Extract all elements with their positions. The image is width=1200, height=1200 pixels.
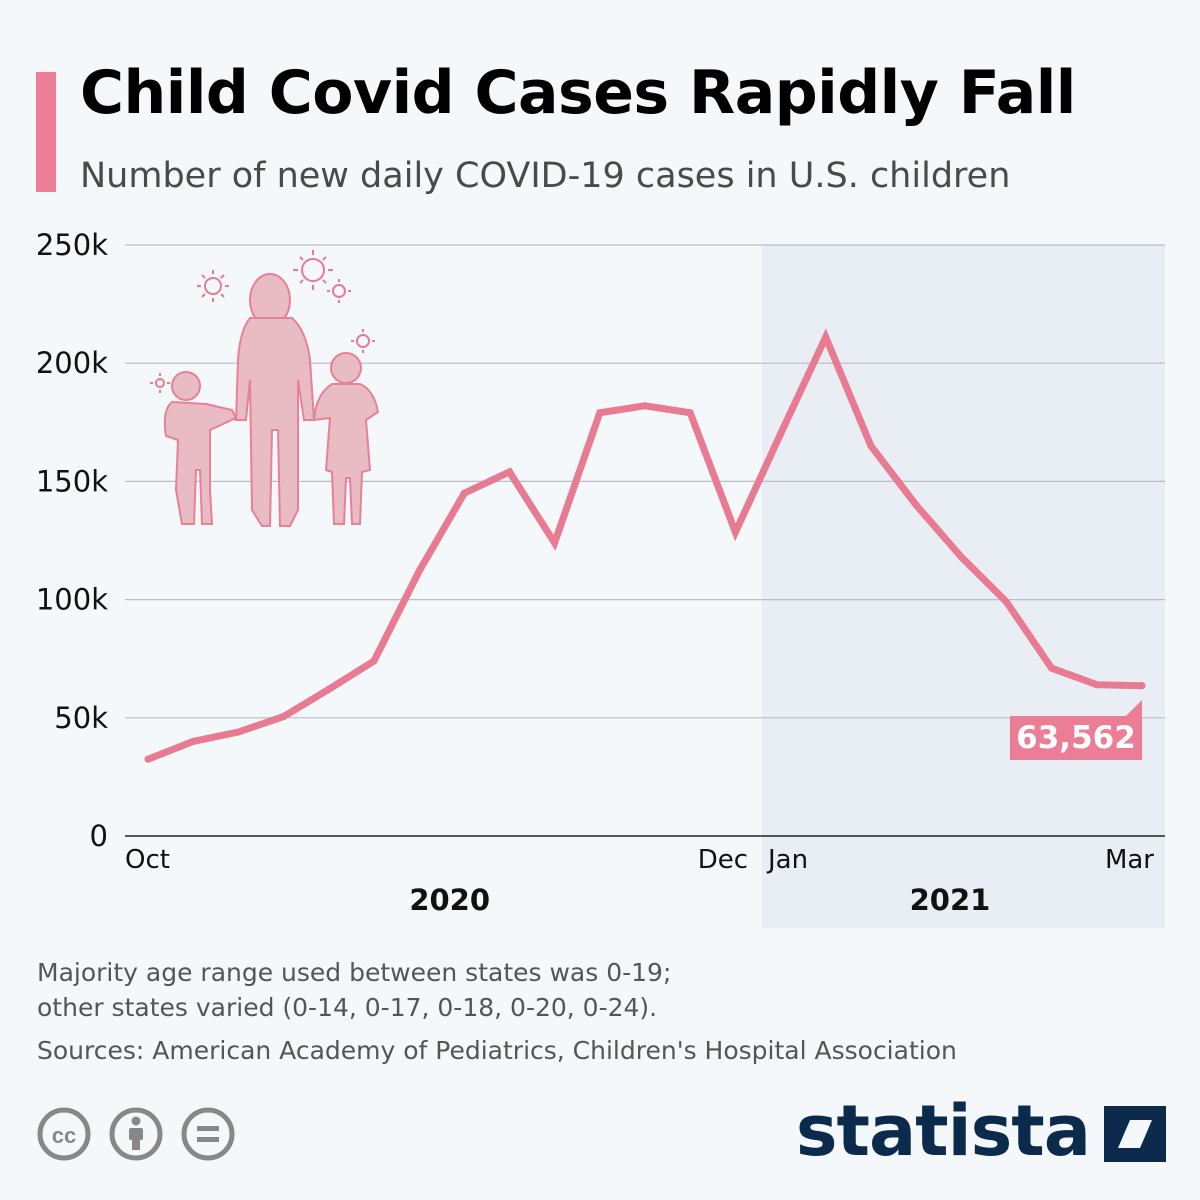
y-tick-label: 0: [90, 819, 108, 853]
data-point: [370, 657, 378, 665]
y-tick-label: 50k: [54, 701, 108, 735]
data-point: [144, 755, 152, 763]
chart-subtitle: Number of new daily COVID-19 cases in U.…: [80, 156, 1011, 196]
chart-title: Child Covid Cases Rapidly Fall: [80, 58, 1076, 128]
data-point: [460, 489, 468, 497]
y-tick-label: 150k: [36, 464, 108, 498]
footnote-age-range-other: other states varied (0-14, 0-17, 0-18, 0…: [37, 993, 658, 1022]
virus-icon: [327, 279, 351, 303]
year-label: 2021: [910, 883, 991, 917]
virus-icon: [150, 373, 170, 393]
no-derivatives-icon[interactable]: [181, 1107, 235, 1161]
attribution-icon[interactable]: [109, 1107, 163, 1161]
data-point: [234, 728, 242, 736]
data-point: [1138, 682, 1146, 690]
data-point: [325, 685, 333, 693]
mother-silhouette-icon: [234, 273, 316, 527]
data-point: [686, 409, 694, 417]
data-point: [1048, 664, 1056, 672]
data-point: [415, 567, 423, 575]
x-axis: Oct Dec Jan Mar 2020 2021: [125, 845, 1154, 917]
data-point: [912, 501, 920, 509]
data-point: [822, 333, 830, 341]
data-point: [777, 430, 785, 438]
footnote-sources: Sources: American Academy of Pediatrics,…: [37, 1036, 957, 1065]
data-point: [189, 737, 197, 745]
x-tick-label: Jan: [766, 845, 808, 875]
statista-logo-icon: [1104, 1106, 1166, 1162]
data-point: [596, 409, 604, 417]
statista-logo-text[interactable]: statista: [795, 1090, 1091, 1172]
data-point: [280, 713, 288, 721]
svg-text:cc: cc: [52, 1123, 76, 1148]
data-point: [957, 553, 965, 561]
x-tick-label: Mar: [1105, 845, 1154, 875]
annotation-label: 63,562: [1016, 720, 1136, 756]
y-tick-label: 200k: [36, 346, 108, 380]
virus-icon: [293, 250, 333, 290]
boy-silhouette-icon: [163, 371, 238, 525]
data-point: [641, 402, 649, 410]
year-label: 2020: [409, 883, 490, 917]
family-illustration: [150, 250, 380, 527]
data-point: [731, 528, 739, 536]
virus-icon: [197, 270, 229, 302]
last-value-annotation: 63,562: [1010, 700, 1142, 760]
data-point: [1093, 681, 1101, 689]
footnote-age-range: Majority age range used between states w…: [37, 958, 672, 987]
license-icons: cc: [37, 1107, 235, 1161]
y-axis: 0 50k 100k 150k 200k 250k: [36, 228, 108, 853]
y-tick-label: 250k: [36, 228, 108, 262]
y-tick-label: 100k: [36, 583, 108, 617]
data-point: [505, 468, 513, 476]
title-accent-bar: [36, 72, 56, 192]
annotation-box: [1010, 700, 1142, 760]
data-point: [551, 539, 559, 547]
x-tick-label: Oct: [125, 845, 170, 875]
data-point: [1002, 598, 1010, 606]
year-2021-highlight-band: [761, 245, 1165, 928]
data-point: [867, 442, 875, 450]
x-tick-label: Dec: [698, 845, 748, 875]
girl-silhouette-icon: [312, 352, 380, 525]
data-points: [144, 333, 1146, 763]
virus-icon: [351, 329, 375, 353]
virus-icons: [150, 250, 375, 393]
creative-commons-icon[interactable]: cc: [37, 1107, 91, 1161]
